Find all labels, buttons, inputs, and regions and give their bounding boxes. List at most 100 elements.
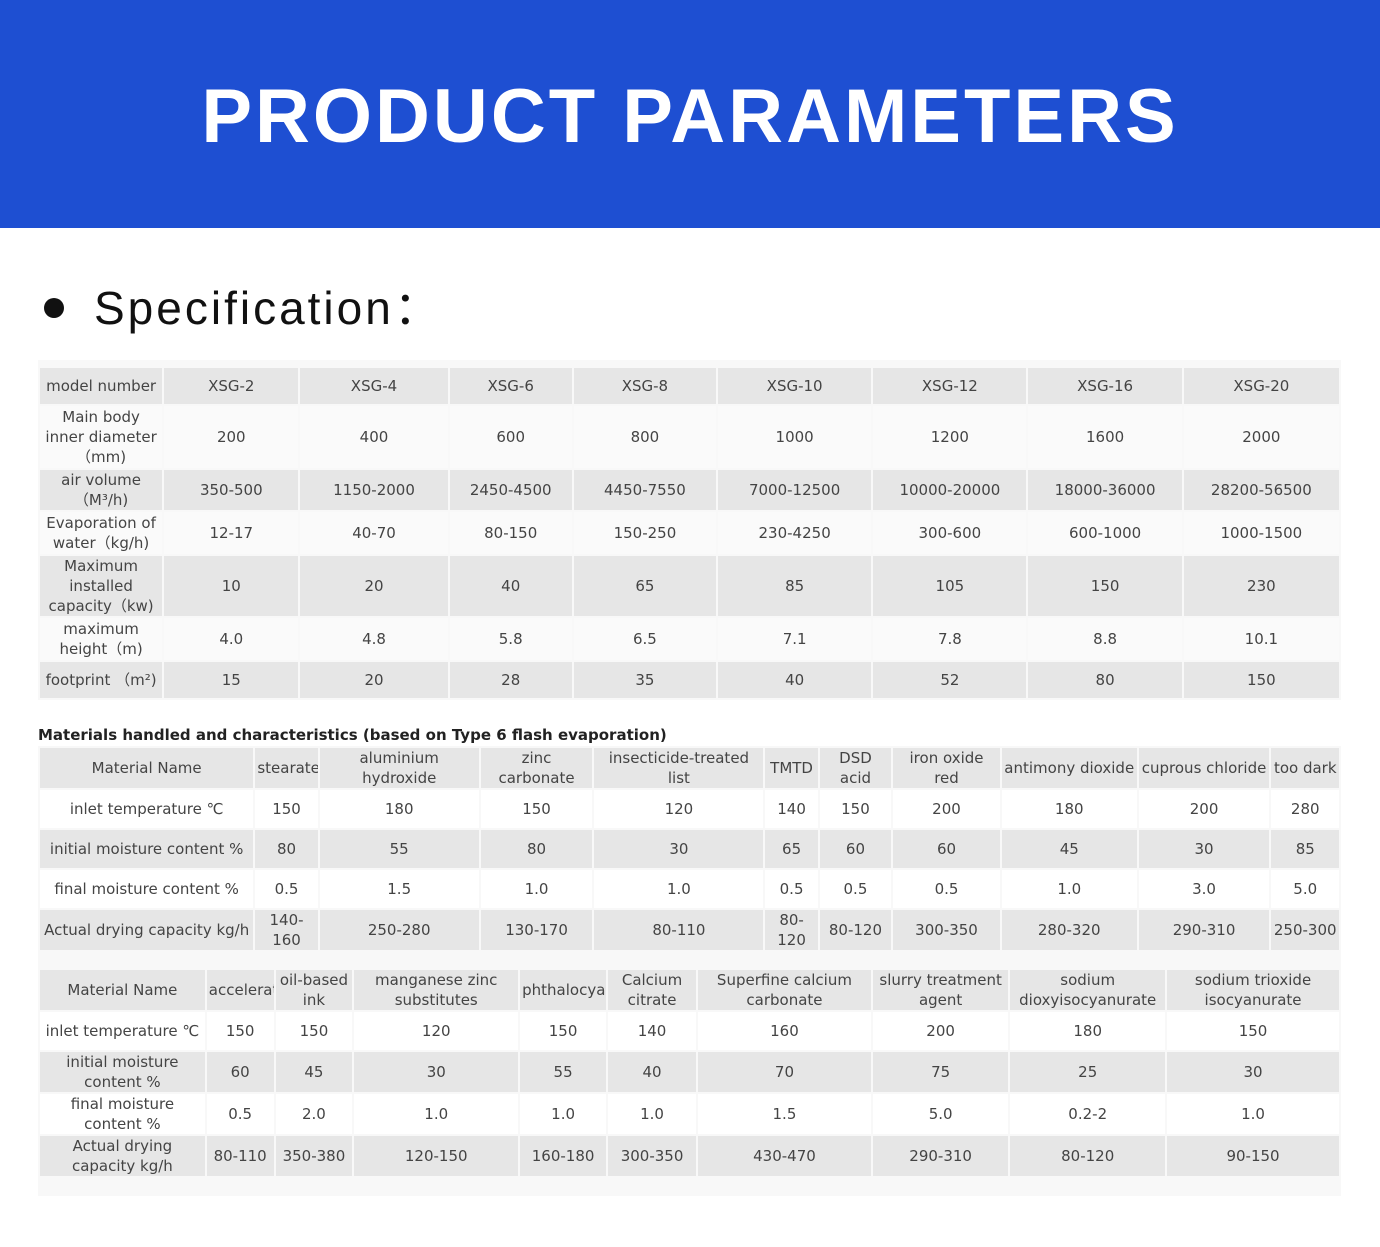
table-cell: 140 [608,1012,697,1050]
table-cell: accelerator [206,970,274,1010]
materials-table-2: Material Nameacceleratoroil-based inkman… [38,968,1341,1178]
table-cell: XSG-2 [164,368,299,404]
table-cell: 120 [354,1012,519,1050]
table-cell: 20 [300,662,448,698]
materials-table-2-wrap: Material Nameacceleratoroil-based inkman… [38,968,1341,1178]
table-cell: stearate [255,748,318,788]
table-cell: 180 [319,790,479,828]
table-cell: DSD acid [819,748,892,788]
table-cell: 600 [449,406,572,468]
table-cell: 30 [354,1052,519,1092]
bullet-icon [44,297,64,318]
table-cell: too dark [1271,748,1339,788]
table-cell: 230-4250 [718,512,872,554]
table-cell: 75 [872,1052,1009,1092]
table-cell: antimony dioxide [1001,748,1137,788]
table-cell: 25 [1010,1052,1166,1092]
table-cell: 150 [275,1012,353,1050]
table-cell: zinc carbonate [480,748,593,788]
row-label: inlet temperature ℃ [40,1012,205,1050]
table-cell: 80 [255,830,318,868]
table-cell: 65 [765,830,818,868]
table-cell: 1000-1500 [1183,512,1339,554]
table-cell: 600-1000 [1028,512,1182,554]
table-row: initial moisture content % 60 45 30 55 40 70 75… [40,1052,1339,1092]
table-cell: 2000 [1183,406,1339,468]
table-cell: 55 [319,830,479,868]
table-cell: 40 [449,556,572,616]
row-label: Actual drying capacity kg/h [40,910,254,950]
table-cell: phthalocyanin [520,970,607,1010]
table-cell: XSG-4 [300,368,448,404]
table-cell: 70 [698,1052,871,1092]
table-cell: 180 [1010,1012,1166,1050]
row-label: Maximum installed capacity（kw) [40,556,163,616]
row-label: Actual drying capacity kg/h [40,1136,205,1176]
table-cell: 1150-2000 [300,470,448,510]
table-cell: 300-350 [608,1136,697,1176]
table-cell: 85 [718,556,872,616]
table-cell: 18000-36000 [1028,470,1182,510]
table-cell: 7.8 [873,618,1027,660]
table-cell: 40 [608,1052,697,1092]
table-cell: 160-180 [520,1136,607,1176]
table-cell: 150 [1183,662,1339,698]
row-label: maximum height（m) [40,618,163,660]
table-cell: 2450-4500 [449,470,572,510]
row-label: initial moisture content % [40,1052,205,1092]
table-cell: 300-600 [873,512,1027,554]
table-cell: 6.5 [573,618,717,660]
table-cell: 5.8 [449,618,572,660]
table-cell: 800 [573,406,717,468]
table-cell: insecticide-treated list [594,748,764,788]
row-label: Material Name [40,970,205,1010]
table-cell: iron oxide red [893,748,1000,788]
table-cell: Calcium citrate [608,970,697,1010]
table-cell: 150 [1167,1012,1339,1050]
table-cell: 7.1 [718,618,872,660]
row-label: final moisture content % [40,870,254,908]
table-cell: 150 [480,790,593,828]
materials-caption: Materials handled and characteristics (b… [38,726,667,744]
table-cell: 430-470 [698,1136,871,1176]
table-cell: 80-110 [206,1136,274,1176]
table-row: Actual drying capacity kg/h 140-160 250-28… [40,910,1339,950]
table-row: final moisture content % 0.5 2.0 1.0 1.0 1.0 1… [40,1094,1339,1134]
table-cell: XSG-16 [1028,368,1182,404]
table-cell: 8.8 [1028,618,1182,660]
table-cell: XSG-8 [573,368,717,404]
table-cell: 0.5 [819,870,892,908]
table-cell: 12-17 [164,512,299,554]
header-banner: PRODUCT PARAMETERS [0,0,1380,228]
table-row: inlet temperature ℃ 150 150 120 150 140 160 200… [40,1012,1339,1050]
table-cell: 0.5 [765,870,818,908]
table-cell: 7000-12500 [718,470,872,510]
table-cell: 200 [164,406,299,468]
table-cell: 250-280 [319,910,479,950]
table-cell: 60 [893,830,1000,868]
table-cell: 150 [520,1012,607,1050]
table-cell: 60 [819,830,892,868]
table-cell: 120 [594,790,764,828]
table-cell: 1200 [873,406,1027,468]
table-cell: 120-150 [354,1136,519,1176]
table-cell: 1.0 [608,1094,697,1134]
table-cell: 250-300 [1271,910,1339,950]
row-label: model number [40,368,163,404]
table-cell: 65 [573,556,717,616]
table-cell: 290-310 [1138,910,1270,950]
table-row: air volume（M³/h) 350-500 1150-2000 2450-450… [40,470,1339,510]
table-cell: 0.5 [206,1094,274,1134]
section-title: Specification： [94,282,443,334]
table-cell: 80-120 [819,910,892,950]
table-cell: aluminium hydroxide [319,748,479,788]
table-cell: XSG-10 [718,368,872,404]
table-cell: 150 [819,790,892,828]
table-cell: 180 [1001,790,1137,828]
table-cell: 1.0 [1167,1094,1339,1134]
table-cell: 4.0 [164,618,299,660]
table-cell: 400 [300,406,448,468]
table-cell: 80-120 [1010,1136,1166,1176]
row-label: Evaporation of water（kg/h) [40,512,163,554]
table-cell: 2.0 [275,1094,353,1134]
